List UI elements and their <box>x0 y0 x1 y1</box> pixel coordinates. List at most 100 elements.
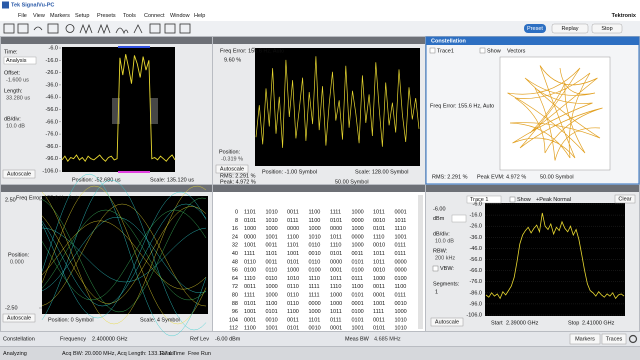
traces-button[interactable] <box>601 333 627 345</box>
symbol-cell: 1110 <box>330 284 341 290</box>
replay-button[interactable] <box>551 23 589 34</box>
symbol-cell: 0100 <box>352 268 364 274</box>
label: Scale: 4 Symbol <box>140 317 180 323</box>
symbol-cell: 1100 <box>287 234 299 240</box>
symbol-cell: 1000 <box>395 309 407 315</box>
eye-trace <box>41 216 207 293</box>
y-tick-label: -86.0 <box>45 144 58 150</box>
row-index: 48 <box>232 259 238 265</box>
menu-item: Window <box>170 13 190 19</box>
label: Position: 0 Symbol <box>48 317 94 323</box>
symbol-cell: 0001 <box>395 209 407 215</box>
symbol-cell: 1110 <box>309 276 320 282</box>
symbol-cell: 0101 <box>373 226 385 232</box>
label: RMS: 2.291 % <box>432 174 468 180</box>
toolbar-icons <box>3 23 191 35</box>
symbol-cell: 0101 <box>244 218 256 224</box>
clear-button[interactable] <box>614 194 636 204</box>
tool-icon[interactable] <box>179 23 191 34</box>
tool-icon[interactable] <box>33 26 43 31</box>
menu-item: Presets <box>97 13 116 19</box>
label: -6.00 dBm <box>215 336 241 342</box>
eye-trace <box>41 179 207 331</box>
autoscale-button[interactable] <box>2 169 36 179</box>
pane-bg <box>213 185 425 331</box>
symbol-cell: 0001 <box>330 326 342 332</box>
symbol-cell: 0101 <box>244 301 256 307</box>
label: -1.600 us <box>6 77 29 83</box>
symbol-cell: 0000 <box>352 218 364 224</box>
label: 33.280 us <box>6 95 30 101</box>
autoscale-button[interactable] <box>430 317 464 327</box>
symbol-cell: 1000 <box>287 268 299 274</box>
symbol-cell: 1001 <box>266 326 278 332</box>
y-tick-label: -6.0 <box>473 201 482 207</box>
trace <box>485 212 625 300</box>
y-tick-label: 9.60 % <box>224 57 241 63</box>
checkbox[interactable] <box>509 196 516 203</box>
symbol-cell: 0010 <box>373 218 385 224</box>
symbol-cell: 0110 <box>266 268 278 274</box>
dropdown[interactable] <box>3 56 37 65</box>
pane-eye <box>1 185 212 331</box>
eye-trace <box>41 173 207 337</box>
tool-icon[interactable] <box>149 23 161 34</box>
checkbox[interactable] <box>432 265 439 272</box>
dropdown[interactable] <box>466 195 502 204</box>
handle[interactable] <box>112 98 120 124</box>
symbol-cell: 1010 <box>395 317 407 323</box>
tool-icon[interactable] <box>47 23 59 34</box>
label: dB/div: <box>433 231 450 237</box>
autoscale-button[interactable] <box>215 164 249 174</box>
markers-button[interactable] <box>569 333 601 345</box>
stop-button[interactable] <box>591 23 623 34</box>
symbol-cell: 1001 <box>395 234 407 240</box>
label: Vectors <box>507 48 526 54</box>
label: Stop <box>568 320 579 326</box>
app-icon <box>2 1 9 9</box>
eye-trace <box>41 209 207 301</box>
dropdown[interactable] <box>451 214 467 223</box>
tool-icon[interactable] <box>133 24 143 34</box>
symbol-cell: 0110 <box>287 301 299 307</box>
symbol-cell: 1010 <box>395 326 407 332</box>
pane-header <box>1 185 212 192</box>
symbol-cell: 1010 <box>287 276 299 282</box>
checkbox[interactable] <box>479 47 486 54</box>
tool-icon[interactable] <box>65 24 75 33</box>
tool-icon[interactable] <box>97 23 111 35</box>
label: Scale: 135.120 us <box>150 177 194 183</box>
label: RMS: 2.291 % <box>220 173 256 179</box>
symbol-cell: 0000 <box>352 234 364 240</box>
preset-button[interactable] <box>524 24 546 33</box>
analysis-bar <box>118 46 150 48</box>
symbol-cell: 0010 <box>309 251 321 257</box>
tool-icon[interactable] <box>79 23 93 35</box>
eye-trace <box>41 203 207 307</box>
symbol-cell: 0100 <box>244 268 256 274</box>
checkbox[interactable] <box>429 47 436 54</box>
autoscale-button[interactable] <box>2 313 36 323</box>
menu-item: Tools <box>123 13 136 19</box>
symbol-cell: 1011 <box>330 309 342 315</box>
settings-icon[interactable] <box>628 334 638 344</box>
spectrum-bar <box>118 171 150 173</box>
symbol-cell: 0000 <box>244 234 256 240</box>
tool-icon[interactable] <box>164 23 176 34</box>
symbol-cell: 1000 <box>266 284 278 290</box>
tool-icon[interactable] <box>17 23 29 34</box>
y-tick-label: -66.0 <box>45 119 58 125</box>
tool-icon[interactable] <box>115 27 129 35</box>
pane-header <box>213 37 425 44</box>
handle[interactable] <box>150 98 158 124</box>
symbol-cell: 1011 <box>330 276 342 282</box>
tool-icon[interactable] <box>3 23 15 34</box>
symbol-cell: 0010 <box>373 243 385 249</box>
label: Start <box>491 320 503 326</box>
scrollbar[interactable] <box>418 195 423 329</box>
symbol-cell: 0100 <box>395 276 407 282</box>
label: Show <box>487 48 501 54</box>
label: Segments: <box>433 281 460 287</box>
label: 10.0 dB <box>435 238 454 244</box>
